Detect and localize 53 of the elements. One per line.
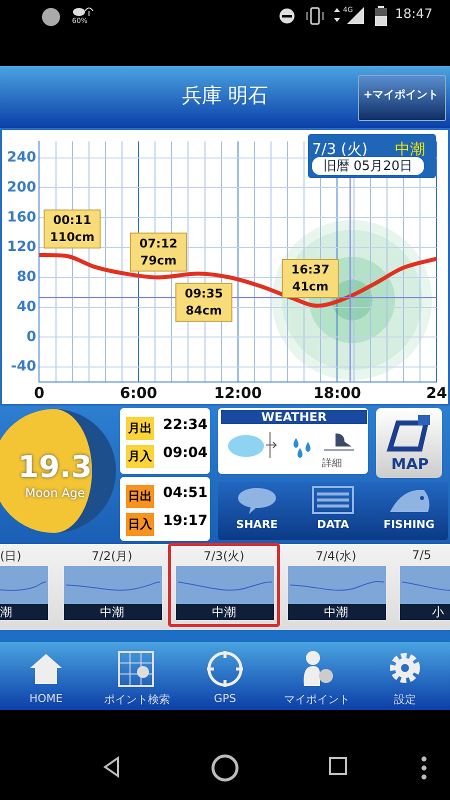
- y-tick-label: 40: [16, 298, 36, 315]
- y-tick-label: 240: [6, 149, 36, 166]
- text: 04:51: [163, 485, 208, 501]
- annotation: 7/3 (火): [312, 140, 368, 159]
- x-tick-label: 6:00: [120, 384, 158, 402]
- text: 7/3(火): [202, 548, 246, 565]
- text: 詳細: [322, 456, 342, 470]
- text: GPS: [212, 692, 238, 705]
- y-tick-label: 0: [26, 328, 36, 345]
- text: 日出: [126, 485, 154, 508]
- text: 潮: [0, 604, 12, 621]
- text: 09:04: [163, 445, 208, 461]
- text: 19:17: [163, 513, 208, 529]
- y-tick-label: 120: [6, 239, 36, 256]
- annotation: 16:37 41cm: [291, 262, 330, 294]
- y-tick-label: 160: [6, 209, 36, 226]
- text: (日): [0, 548, 22, 565]
- text: 中潮: [176, 604, 272, 621]
- x-tick-label: 12:00: [214, 384, 262, 402]
- x-tick-label: 24: [426, 384, 447, 402]
- annotation: 07:12 79cm: [139, 236, 178, 268]
- text: HOME: [28, 692, 64, 705]
- text: 22:34: [163, 417, 208, 433]
- text: SHARE: [235, 518, 279, 531]
- text: 18:47: [395, 7, 432, 22]
- text: MAP: [390, 455, 430, 473]
- text: WEATHER: [221, 410, 367, 424]
- annotation: 09:35 84cm: [184, 286, 223, 318]
- y-tick-label: -40: [10, 358, 36, 375]
- text: 19.3: [16, 450, 94, 485]
- y-tick-label: 80: [16, 269, 36, 286]
- text: 日入: [126, 513, 154, 536]
- annotation: 旧暦 05月20日: [312, 157, 424, 175]
- text: 7/4(水): [314, 548, 358, 565]
- text: +マイポイント: [362, 87, 440, 102]
- text: FISHING: [382, 518, 436, 531]
- x-tick-label: 18:00: [313, 384, 362, 402]
- chart-title: 兵庫 明石: [182, 83, 268, 107]
- text: 月入: [126, 445, 154, 468]
- text: 設定: [393, 692, 417, 707]
- text: 小: [432, 604, 444, 621]
- annotation: 中潮: [395, 140, 425, 159]
- text: DATA: [316, 518, 350, 531]
- annotation: 00:11 110cm: [50, 213, 95, 244]
- text: マイポイント: [283, 692, 351, 707]
- text: 7/2(月): [90, 548, 134, 565]
- text: Moon Age: [24, 486, 86, 500]
- text: ポイント検索: [103, 692, 171, 707]
- text: 中潮: [288, 604, 384, 621]
- text: 月出: [126, 417, 154, 440]
- text: 中潮: [64, 604, 160, 621]
- text: 7/5: [412, 548, 432, 562]
- y-tick-label: 200: [6, 179, 36, 196]
